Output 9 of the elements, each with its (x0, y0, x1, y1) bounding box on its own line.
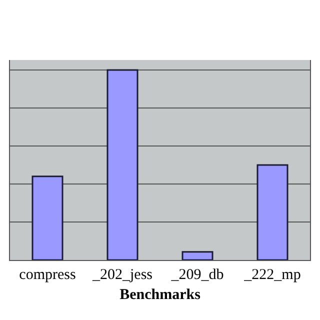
bar (32, 176, 64, 260)
bar (106, 69, 138, 260)
x-tick-label: compress (19, 267, 76, 283)
bar (256, 164, 288, 260)
bar (182, 251, 214, 260)
x-axis-title: Benchmarks (120, 287, 201, 303)
x-tick-label: _222_mp (243, 267, 301, 283)
x-tick-label: _209_db (170, 267, 224, 283)
x-tick-label: _202_jess (92, 267, 153, 283)
